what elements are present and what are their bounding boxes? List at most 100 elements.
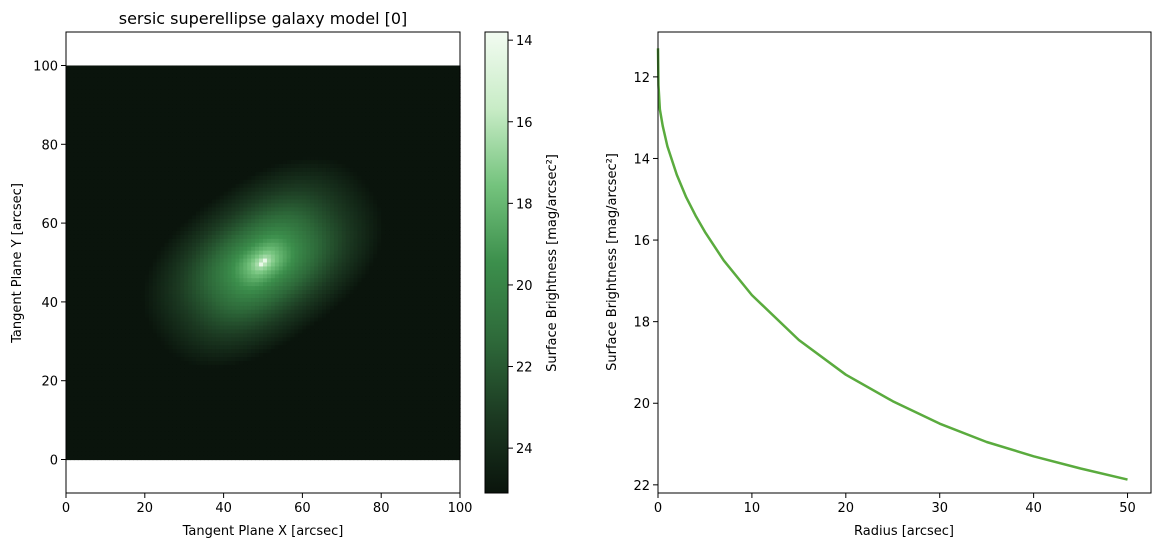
image-pixel (129, 164, 134, 169)
image-pixel (314, 171, 319, 177)
image-pixel (416, 195, 422, 201)
image-pixel (298, 152, 303, 157)
image-pixel (349, 124, 355, 130)
image-pixel (148, 120, 154, 126)
image-pixel (361, 104, 367, 110)
image-pixel (97, 144, 103, 149)
image-pixel (207, 93, 213, 98)
image-pixel (333, 164, 339, 169)
image-pixel (448, 100, 453, 106)
image-pixel (270, 171, 276, 177)
image-pixel (270, 104, 276, 110)
image-pixel (259, 73, 264, 78)
image-pixel (337, 242, 343, 248)
image-pixel (377, 116, 382, 122)
image-pixel (199, 100, 205, 106)
image-pixel (369, 144, 374, 149)
image-pixel (396, 254, 402, 260)
image-pixel (337, 132, 343, 138)
image-pixel (160, 81, 166, 86)
image-pixel (286, 132, 292, 138)
image-pixel (456, 203, 461, 208)
image-pixel (274, 203, 280, 208)
image-pixel (274, 73, 280, 78)
image-pixel (298, 136, 303, 141)
image-pixel (255, 116, 260, 122)
image-pixel (251, 69, 256, 74)
image-pixel (180, 223, 185, 228)
image-pixel (176, 215, 181, 220)
image-pixel (180, 175, 185, 181)
image-pixel (243, 148, 248, 153)
image-pixel (231, 120, 237, 126)
image-pixel (424, 195, 430, 201)
image-pixel (172, 183, 177, 189)
image-pixel (377, 223, 382, 228)
image-pixel (105, 104, 110, 110)
image-pixel (215, 211, 221, 216)
image-pixel (393, 234, 398, 240)
image-pixel (290, 223, 296, 228)
image-pixel (207, 219, 213, 224)
image-pixel (140, 140, 146, 145)
image-pixel (263, 227, 268, 232)
image-pixel (286, 65, 292, 71)
image-pixel (164, 199, 170, 204)
image-pixel (172, 246, 177, 252)
image-pixel (203, 152, 209, 157)
image-pixel (219, 230, 225, 236)
image-pixel (129, 156, 134, 161)
image-pixel (73, 223, 79, 228)
image-pixel (192, 89, 197, 94)
image-pixel (416, 160, 422, 165)
image-pixel (176, 69, 181, 74)
image-pixel (369, 179, 374, 185)
image-pixel (286, 179, 292, 185)
image-pixel (294, 219, 300, 224)
image-pixel (310, 246, 315, 252)
image-pixel (440, 97, 445, 102)
image-pixel (302, 215, 307, 220)
image-pixel (326, 179, 331, 185)
image-pixel (136, 136, 142, 141)
image-pixel (243, 187, 248, 193)
image-pixel (345, 179, 351, 185)
image-pixel (176, 219, 181, 224)
image-pixel (381, 124, 386, 130)
image-pixel (345, 124, 351, 130)
image-pixel (109, 187, 114, 193)
image-pixel (329, 238, 335, 244)
image-pixel (81, 246, 87, 252)
image-pixel (377, 73, 382, 78)
image-pixel (361, 136, 367, 141)
image-pixel (416, 227, 422, 232)
image-pixel (341, 219, 347, 224)
image-pixel (381, 191, 386, 197)
image-pixel (93, 100, 99, 106)
image-pixel (412, 81, 418, 86)
image-pixel (235, 93, 240, 98)
image-pixel (148, 65, 154, 71)
image-pixel (373, 116, 378, 122)
image-pixel (121, 215, 126, 220)
image-pixel (219, 171, 225, 177)
image-pixel (207, 97, 213, 102)
image-pixel (456, 230, 461, 236)
image-pixel (318, 116, 323, 122)
image-pixel (306, 250, 311, 256)
image-pixel (302, 160, 307, 165)
image-pixel (329, 211, 335, 216)
image-pixel (420, 223, 426, 228)
image-pixel (400, 207, 406, 212)
image-pixel (452, 85, 457, 90)
image-pixel (408, 223, 414, 228)
image-pixel (196, 234, 201, 240)
image-pixel (440, 132, 445, 138)
image-pixel (113, 120, 118, 126)
image-pixel (247, 73, 252, 78)
image-pixel (89, 230, 95, 236)
image-pixel (121, 175, 126, 181)
image-pixel (211, 152, 217, 157)
image-pixel (278, 167, 284, 173)
image-pixel (444, 175, 449, 181)
